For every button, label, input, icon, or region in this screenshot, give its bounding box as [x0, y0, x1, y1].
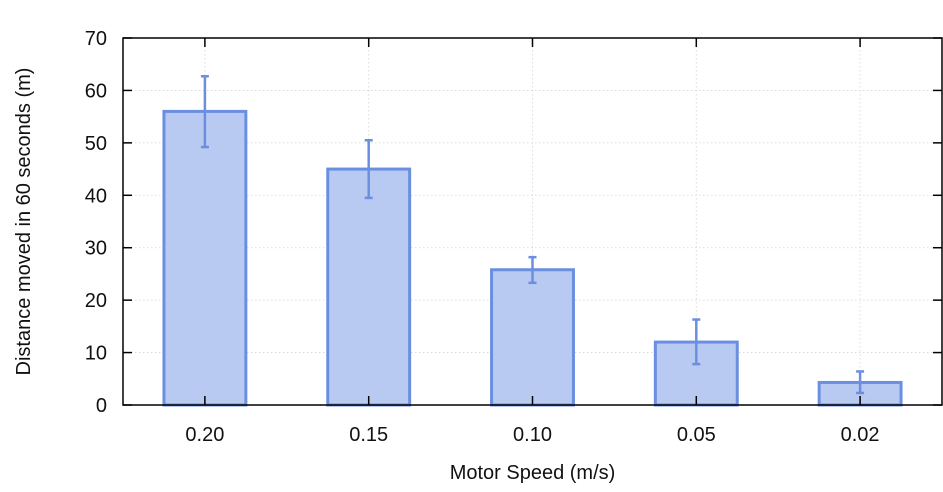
y-tick-label: 40 [85, 185, 107, 207]
y-tick-label: 30 [85, 238, 107, 260]
y-tick-label: 50 [85, 133, 107, 155]
x-tick-label: 0.05 [677, 424, 716, 446]
x-axis-label: Motor Speed (m/s) [450, 462, 616, 484]
x-tick-label: 0.02 [841, 424, 880, 446]
x-tick-label: 0.20 [185, 424, 224, 446]
y-tick-label: 70 [85, 28, 107, 50]
y-tick-label: 20 [85, 290, 107, 312]
bar-0.15 [326, 167, 412, 407]
x-tick-label: 0.15 [349, 424, 388, 446]
y-tick-labels: 0 10 20 30 40 50 60 70 [85, 28, 107, 417]
y-tick-label: 60 [85, 80, 107, 102]
x-tick-label: 0.10 [513, 424, 552, 446]
y-tick-label: 0 [96, 395, 107, 417]
bar-0.20 [162, 109, 248, 407]
error-bars [200, 75, 865, 395]
y-axis-label: Distance moved in 60 seconds (m) [13, 68, 35, 376]
y-tick-label: 10 [85, 343, 107, 365]
x-tick-labels: 0.20 0.15 0.10 0.05 0.02 [185, 424, 879, 446]
axis-ticks [123, 37, 942, 406]
bar-0.10 [490, 268, 575, 407]
